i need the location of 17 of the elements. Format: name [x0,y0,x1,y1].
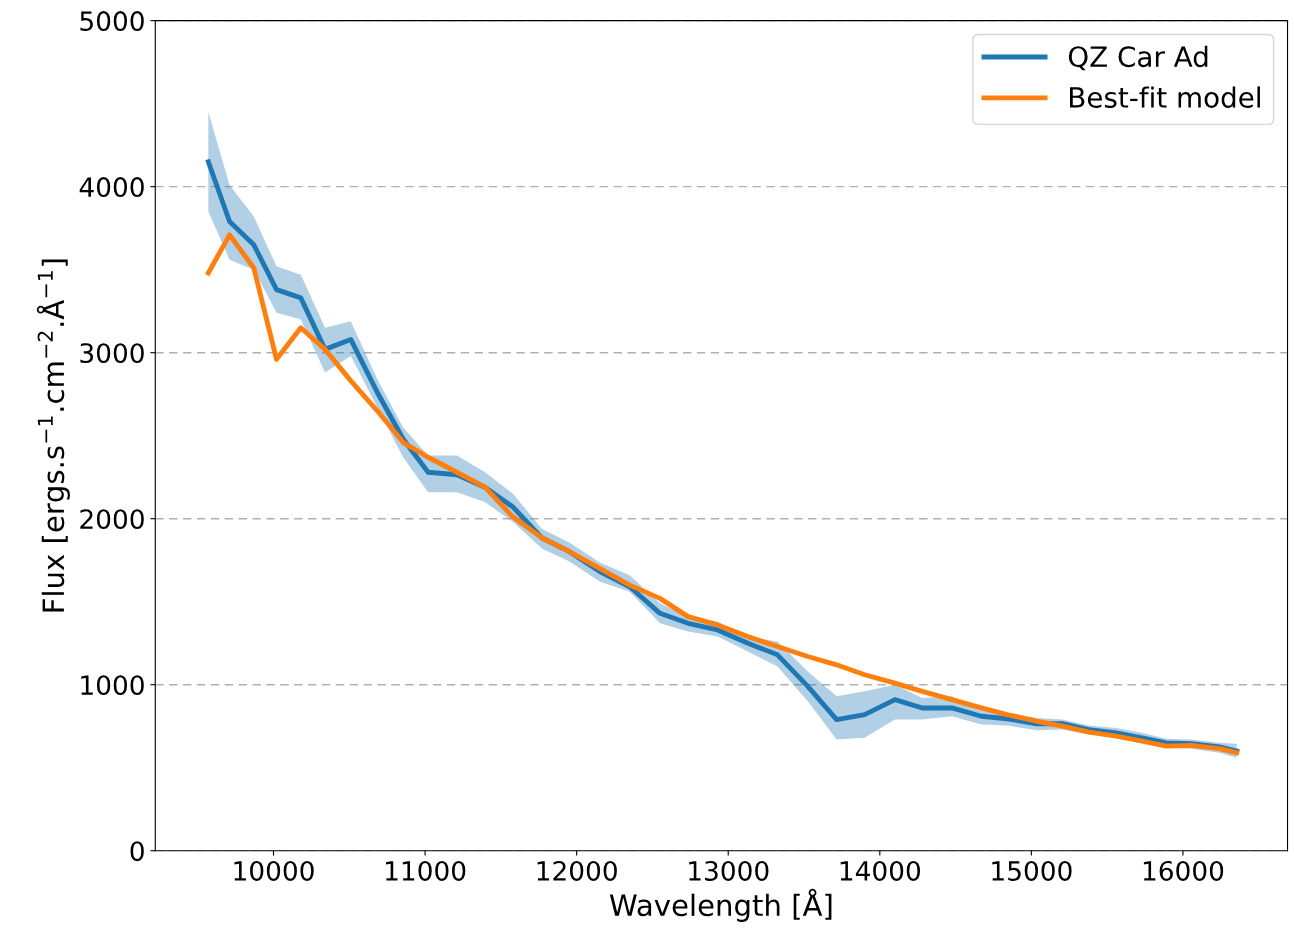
x-axis-title: Wavelength [Å] [609,888,832,922]
y-tick-label: 1000 [81,675,144,696]
y-axis-title: Flux [ergs.s$^{−1}$.cm$^{−2}$.Å$^{−1}$] [36,259,70,612]
y-tick-label: 0 [130,841,144,862]
y-tick-label: 3000 [80,343,144,364]
y-tick-label: 2000 [80,509,144,530]
x-tick-label: 13000 [689,860,769,881]
x-tick-label: 14000 [840,860,921,881]
legend-label: Best-fit model [1070,86,1260,108]
x-tick-label: 16000 [1143,860,1224,881]
x-tick-label: 12000 [537,860,617,881]
x-tick-label: 10000 [234,860,314,881]
y-tick-label: 4000 [79,177,144,198]
y-tick-label: 5000 [80,11,144,32]
legend-label: QZ Car Ad [1068,45,1208,71]
x-tick-label: 15000 [992,860,1072,881]
x-tick-label: 11000 [386,860,466,881]
